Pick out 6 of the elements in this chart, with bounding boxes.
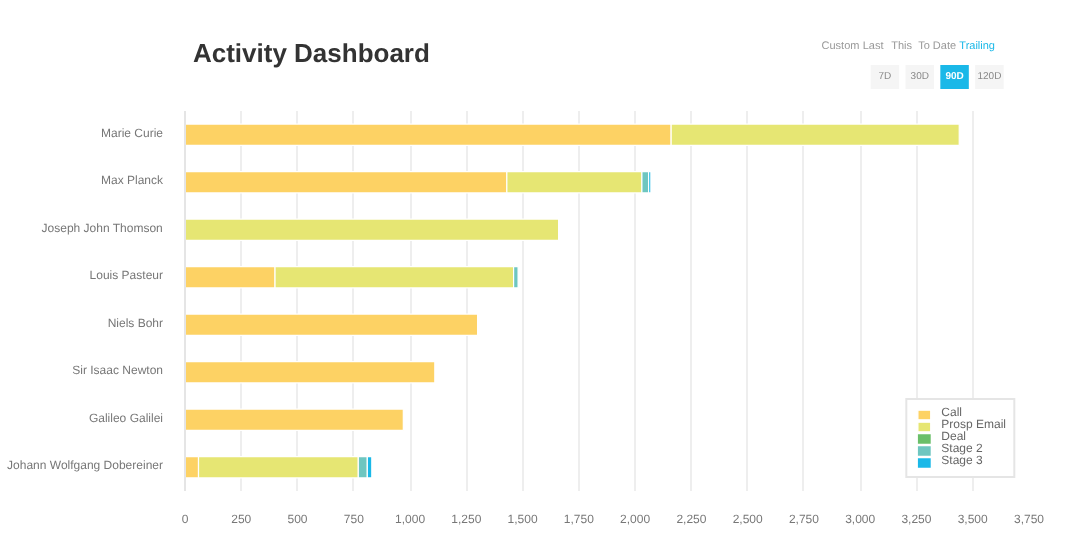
bar	[185, 313, 479, 337]
bar	[185, 408, 404, 432]
chart-title: Activity Dashboard	[192, 38, 430, 68]
bar	[366, 455, 373, 479]
bar	[185, 360, 436, 384]
bar	[185, 218, 560, 242]
